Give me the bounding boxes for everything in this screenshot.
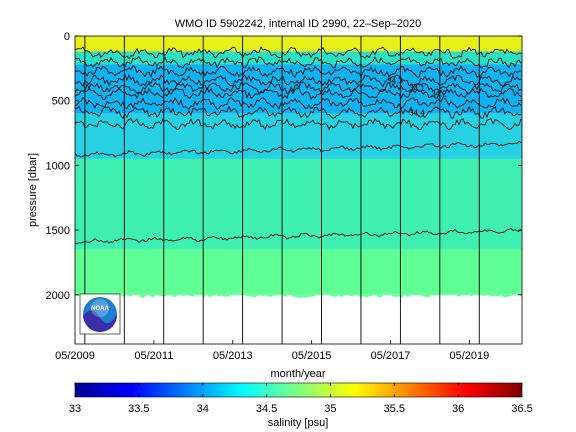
contour-line-2 (75, 64, 522, 78)
x-tick-label-5: 05/2019 (450, 350, 490, 362)
y-tick-label-1: 500 (52, 96, 70, 108)
contour-label-5: 34.2 (431, 90, 447, 99)
y-tick-label-0: 0 (64, 31, 70, 43)
colorbar-tick-label-1: 33.5 (128, 403, 149, 415)
x-axis: 05/2009 05/2011 05/2013 05/2015 05/2017 05/20… (55, 340, 489, 362)
contour-line-9 (75, 140, 522, 158)
salinity-layer-3 (75, 113, 522, 159)
salinity-layer-4 (75, 158, 522, 250)
salinity-layer-0 (75, 36, 522, 52)
contour-line-8 (75, 118, 522, 131)
contour-label-7: 34.4 (409, 108, 425, 117)
y-tick-label-2: 1000 (46, 160, 70, 172)
x-axis-label: month/year (270, 368, 325, 380)
contour-line-1 (75, 56, 522, 69)
colorbar-label: salinity [psu] (268, 417, 329, 429)
salinity-layer-1 (75, 51, 522, 65)
contour-line-5 (75, 87, 522, 100)
contour-label-4: 34.1 (409, 84, 425, 93)
contour-line-0 (75, 46, 522, 60)
contour-line-3 (75, 73, 522, 88)
salinity-layer-5 (75, 249, 522, 295)
x-tick-label-4: 05/2017 (371, 350, 411, 362)
profile-bottom-edge (75, 293, 522, 298)
x-tick-label-3: 05/2015 (292, 350, 332, 362)
contour-line-6 (75, 96, 522, 110)
contour-line-4 (75, 81, 522, 95)
colorbar: 33 33.5 34 34.5 35 35.5 36 36.5 salinity [psu] (69, 382, 533, 429)
salinity-layers (75, 36, 522, 298)
colorbar-tick-label-2: 34 (197, 403, 209, 415)
colorbar-ticks: 33 33.5 34 34.5 35 35.5 36 36.5 (69, 383, 533, 415)
colorbar-tick-label-5: 35.5 (384, 403, 405, 415)
contour-line-10 (75, 227, 522, 245)
colorbar-tick-label-3: 34.5 (256, 403, 277, 415)
colorbar-tick-label-4: 35 (324, 403, 336, 415)
y-tick-label-4: 2000 (46, 290, 70, 302)
profile-gap-lines (84, 36, 480, 344)
contour-line-7 (75, 105, 522, 120)
plot-area: 34.3 34.1 34.2 34.4 (74, 35, 523, 345)
colorbar-tick-label-6: 36 (452, 403, 464, 415)
y-axis-label: pressure [dbar] (27, 153, 39, 227)
colorbar-tick-label-0: 33 (69, 403, 81, 415)
noaa-logo: NOAA (79, 293, 121, 335)
y-axis: 0 500 1000 1500 2000 (46, 31, 522, 302)
contour-label-3: 34.3 (387, 77, 403, 86)
y-tick-label-3: 1500 (46, 225, 70, 237)
colorbar-gradient (74, 382, 523, 398)
x-tick-label-1: 05/2011 (134, 350, 173, 362)
x-tick-label-0: 05/2009 (55, 350, 95, 362)
colorbar-tick-label-7: 36.5 (511, 403, 532, 415)
chart-title: WMO ID 5902242, internal ID 2990, 22–Sep… (175, 18, 421, 30)
contour-labels: 34.3 34.1 34.2 34.4 (387, 77, 447, 118)
salinity-contours (75, 46, 522, 245)
x-tick-label-2: 05/2013 (213, 350, 253, 362)
plot-frame (74, 35, 523, 345)
noaa-logo-text: NOAA (91, 306, 109, 312)
